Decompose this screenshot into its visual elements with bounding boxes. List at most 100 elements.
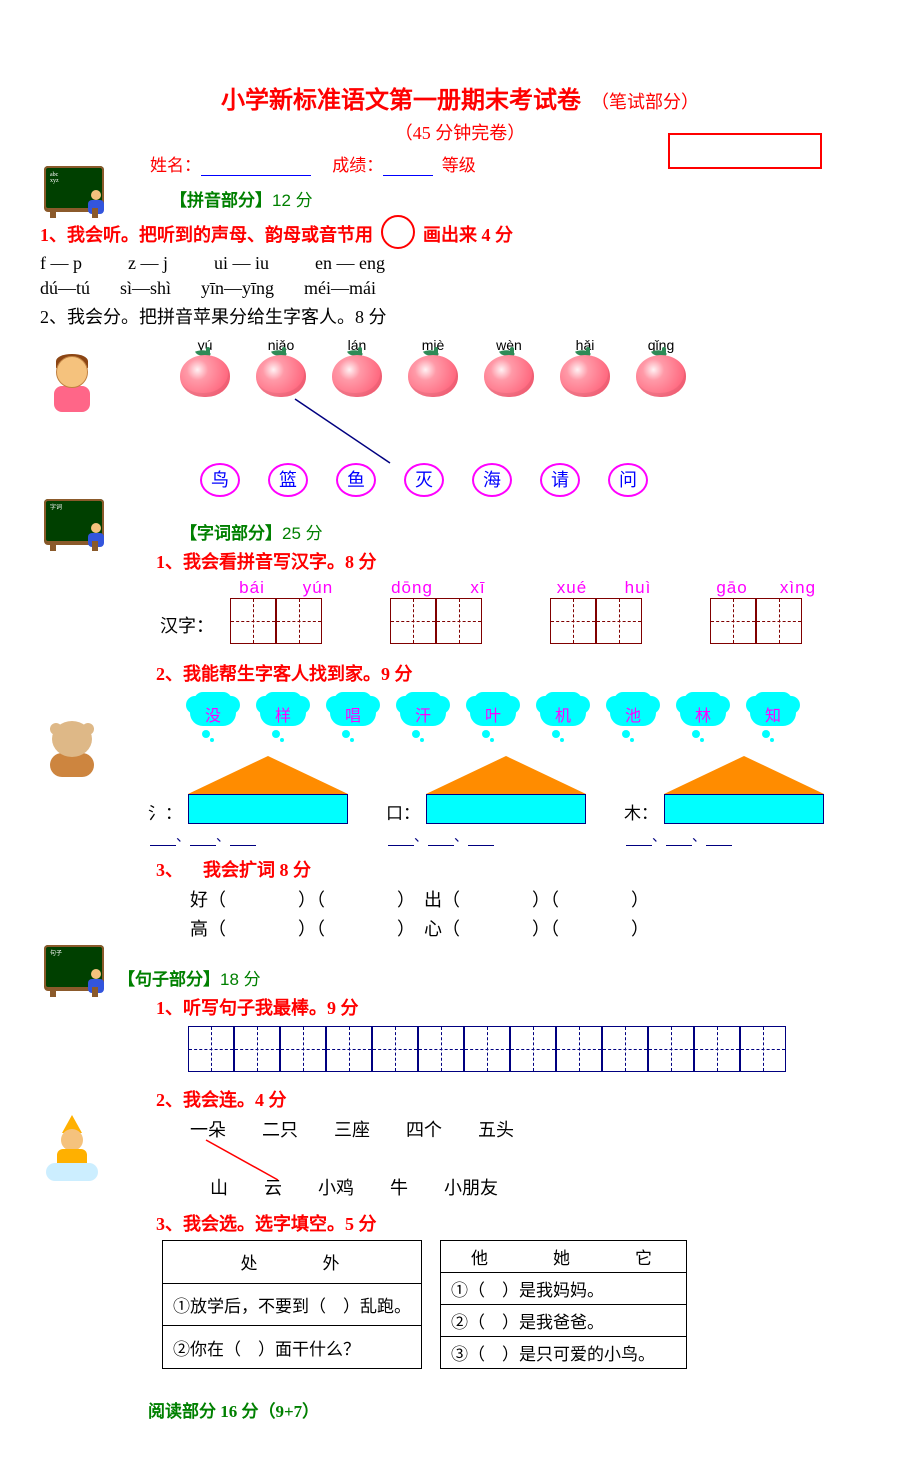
score-box[interactable] — [668, 133, 822, 169]
cloud-item[interactable]: 汗 — [400, 700, 446, 726]
cloud-item[interactable]: 叶 — [470, 700, 516, 726]
tianzige-cell[interactable] — [710, 598, 756, 644]
house-blanks[interactable]: 、、 — [388, 826, 586, 846]
char-circle[interactable]: 篮 — [268, 463, 308, 497]
radical-key: 氵： — [148, 799, 182, 824]
pinyin-points: 12 分 — [272, 191, 313, 210]
tianzige-cell[interactable] — [556, 1026, 602, 1072]
apple-item[interactable]: niǎo — [256, 341, 306, 397]
select-tables: 处 外 ①放学后，不要到（ ）乱跑。 ②你在（ ）面干什么？ 他 她 它 ①（ … — [162, 1240, 880, 1369]
match-bottom-item[interactable]: 山 — [210, 1174, 228, 1200]
chars-row: 鸟篮鱼灭海请问 — [200, 463, 880, 497]
pinyin-section: abcxyz 【拼音部分】12 分 1、我会听。把听到的声母、韵母或音节用 画出… — [40, 186, 880, 497]
match-bottom-item[interactable]: 小鸡 — [318, 1174, 354, 1200]
blackboard-icon: 句子 — [44, 945, 110, 989]
pair: f — p — [40, 253, 82, 274]
q1-suffix: 画出来 4 分 — [423, 225, 513, 245]
char-circle[interactable]: 请 — [540, 463, 580, 497]
cloud-item[interactable]: 知 — [750, 700, 796, 726]
tianzige-cell[interactable] — [436, 598, 482, 644]
sentence-grid[interactable] — [188, 1026, 880, 1072]
tianzige-cell[interactable] — [740, 1026, 786, 1072]
tianzige-cell[interactable] — [276, 598, 322, 644]
tianzige-cell[interactable] — [234, 1026, 280, 1072]
tianzige-cell[interactable] — [280, 1026, 326, 1072]
word-q1: 1、我会看拼音写汉字。8 分 — [156, 552, 377, 572]
house-icon — [188, 756, 348, 824]
tianzige-cell[interactable] — [602, 1026, 648, 1072]
sent-q3: 3、我会选。选字填空。5 分 — [156, 1214, 377, 1234]
pinyin-write-set: 汉字： báiyúndōngxīxuéhuìgāoxìng — [160, 578, 880, 644]
section-label-pinyin: 【拼音部分】 — [170, 191, 272, 210]
circle-icon — [381, 215, 415, 249]
name-blank[interactable] — [201, 158, 311, 176]
right-row: ②（ ）是我爸爸。 — [441, 1305, 687, 1337]
tianzige-cell[interactable] — [230, 598, 276, 644]
kuoci-row[interactable]: 高（ ）（ ） 心（ ）（ ） — [190, 915, 880, 941]
hanzi-prefix: 汉字： — [160, 612, 214, 638]
match-bottom-item[interactable]: 云 — [264, 1174, 282, 1200]
example-line — [180, 393, 880, 523]
section-label-sentence: 【句子部分】 — [118, 970, 220, 989]
cloud-item[interactable]: 机 — [540, 700, 586, 726]
house-blanks[interactable]: 、、 — [150, 826, 348, 846]
apple-item[interactable]: wèn — [484, 341, 534, 397]
q2-text: 2、我会分。把拼音苹果分给生字客人。8 分 — [40, 307, 387, 327]
word-section: 字词 【字词部分】25 分 1、我会看拼音写汉字。8 分 汉字： báiyúnd… — [40, 519, 880, 941]
char-circle[interactable]: 问 — [608, 463, 648, 497]
reading-label: 阅读部分 16 分（9+7） — [148, 1397, 880, 1422]
apple-item[interactable]: lán — [332, 341, 382, 397]
match-bottom-item[interactable]: 小朋友 — [444, 1174, 498, 1200]
q1-row1: f — p z — j ui — iu en — eng — [40, 253, 880, 274]
tianzige-cell[interactable] — [510, 1026, 556, 1072]
house-group: 木： — [624, 756, 824, 824]
tianzige-cell[interactable] — [418, 1026, 464, 1072]
match-bottom-item[interactable]: 牛 — [390, 1174, 408, 1200]
houses-row: 氵：、、口：、、木：、、 — [148, 756, 880, 846]
right-header: 他 她 它 — [441, 1241, 687, 1273]
house-blanks[interactable]: 、、 — [626, 826, 824, 846]
sent-q2: 2、我会连。4 分 — [156, 1090, 287, 1110]
tianzige-cell[interactable] — [464, 1026, 510, 1072]
tianzige-cell[interactable] — [756, 598, 802, 644]
exam-page: 小学新标准语文第一册期末考试卷 （笔试部分） （45 分钟完卷） 姓名： 成绩：… — [0, 0, 920, 1462]
kuoci-row[interactable]: 好（ ）（ ） 出（ ）（ ） — [190, 886, 880, 912]
tianzige-cell[interactable] — [550, 598, 596, 644]
sent-q1: 1、听写句子我最棒。9 分 — [156, 998, 359, 1018]
apple-item[interactable]: miè — [408, 341, 458, 397]
apple-item[interactable]: qǐng — [636, 341, 686, 397]
char-circle[interactable]: 鱼 — [336, 463, 376, 497]
tianzige-cell[interactable] — [188, 1026, 234, 1072]
char-circle[interactable]: 灭 — [404, 463, 444, 497]
word-q3-num: 3、 — [156, 860, 183, 880]
cloud-item[interactable]: 林 — [680, 700, 726, 726]
char-circle[interactable]: 鸟 — [200, 463, 240, 497]
matching: 一朵二只三座四个五头 山云小鸡牛小朋友 — [190, 1116, 880, 1206]
cloud-item[interactable]: 没 — [190, 700, 236, 726]
kuoci: 好（ ）（ ） 出（ ）（ ） 高（ ）（ ） 心（ ）（ ） — [190, 886, 880, 941]
score-blank[interactable] — [383, 158, 433, 176]
pair: yīn—yīng — [201, 278, 274, 299]
word-q3-text: 我会扩词 8 分 — [203, 860, 311, 880]
q1-row2: dú—tú sì—shì yīn—yīng méi—mái — [40, 278, 880, 299]
tianzige-cell[interactable] — [694, 1026, 740, 1072]
cloud-item[interactable]: 样 — [260, 700, 306, 726]
tianzige-cell[interactable] — [648, 1026, 694, 1072]
grade-label: 等级 — [442, 156, 476, 175]
tianzige-cell[interactable] — [372, 1026, 418, 1072]
tianzige-cell[interactable] — [390, 598, 436, 644]
cloud-item[interactable]: 唱 — [330, 700, 376, 726]
tianzige-cell[interactable] — [326, 1026, 372, 1072]
char-circle[interactable]: 海 — [472, 463, 512, 497]
cloud-item[interactable]: 池 — [610, 700, 656, 726]
pair: sì—shì — [120, 278, 171, 299]
title-sub: （笔试部分） — [591, 92, 699, 112]
pinyin-group: gāoxìng — [710, 578, 820, 644]
apple-item[interactable]: hǎi — [560, 341, 610, 397]
apple-item[interactable]: yú — [180, 341, 230, 397]
house-icon — [426, 756, 586, 824]
tianzige-cell[interactable] — [596, 598, 642, 644]
right-row: ③（ ）是只可爱的小鸟。 — [441, 1337, 687, 1369]
pinyin-group: dōngxī — [390, 578, 500, 644]
pair: z — j — [128, 253, 168, 274]
